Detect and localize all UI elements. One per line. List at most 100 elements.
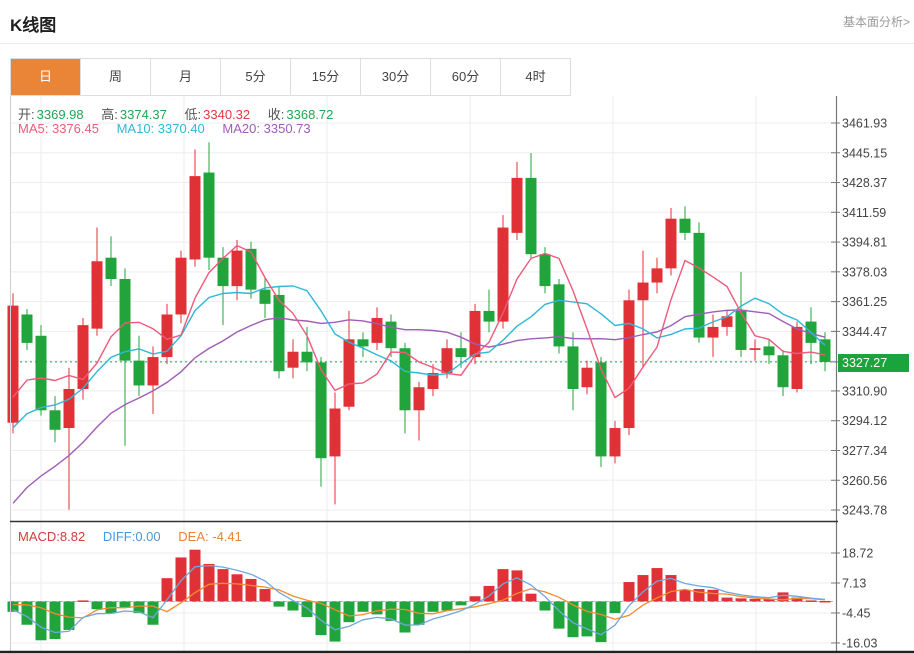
macd-bar [161,578,173,602]
tab-5min[interactable]: 5分 [221,59,291,95]
macd-value: 8.82 [59,529,86,544]
tab-4hour[interactable]: 4时 [501,59,570,95]
candle-body [147,357,159,386]
macd-bar [371,601,383,615]
macd-bar [749,598,761,602]
macd-bar [273,601,285,607]
candle-body [581,367,593,388]
candle-body [287,351,299,368]
y-axis-label: 3277.34 [842,444,887,458]
y-axis-label: 3260.56 [842,474,887,488]
candle-body [623,300,635,429]
candle-body [329,408,341,457]
macd-bar [623,582,635,602]
candle-body [175,257,187,315]
y-axis-label: 3361.25 [842,295,887,309]
macd-bar [77,600,89,602]
y-axis-label: 3428.37 [842,176,887,190]
candle-body [119,278,131,361]
ma20-label: MA20: [222,121,260,136]
candle-body [91,261,103,329]
macd-bar [91,601,103,610]
macd-bar [539,601,551,611]
macd-bar [609,601,621,614]
macd-bar [329,601,341,642]
macd-bar [651,568,663,602]
macd-bar [231,574,243,602]
candle-body [567,346,579,389]
macd-bar [469,596,481,602]
macd-bar [35,601,47,641]
tab-15min[interactable]: 15分 [291,59,361,95]
ma10-value: 3370.40 [157,121,205,136]
candle-body [203,172,215,258]
tab-month[interactable]: 月 [151,59,221,95]
tab-30min[interactable]: 30分 [361,59,431,95]
macd-bar [217,569,229,602]
ma-legend: MA5: 3376.45 MA10: 3370.40 MA20: 3350.73 [18,121,325,136]
tab-day[interactable]: 日 [11,59,81,95]
candle-body [679,218,691,233]
y-axis-label: 3394.81 [842,236,887,250]
interval-tabbar: 日 周 月 5分 15分 30分 60分 4时 [10,58,571,96]
candle-body [791,326,803,389]
candle-body [665,218,677,269]
candle-body [259,289,271,304]
candle-body [301,351,313,363]
candle-body [231,250,243,287]
candle-body [763,346,775,356]
candle-body [217,257,229,287]
candle-body [413,387,425,411]
candle-body [35,335,47,411]
candle-body [539,254,551,287]
candle-body [371,318,383,343]
high-label: 高: [101,107,118,122]
candle-body [63,388,75,429]
ma5-label: MA5: [18,121,49,136]
macd-bar [805,600,817,602]
page-title: K线图 [10,16,57,35]
macd-bar [301,601,313,617]
fundamental-analysis-link[interactable]: 基本面分析> [842,15,910,29]
macd-bar [175,557,187,602]
macd-bar [21,601,33,625]
ma20-line [12,309,826,504]
macd-bar [343,601,355,623]
candle-body [161,314,173,358]
candle-body [819,339,831,362]
y-axis-label: -4.45 [842,606,871,620]
macd-bar [567,601,579,638]
candle-body [77,325,89,389]
macd-bar [7,601,19,612]
candle-body [497,227,509,322]
y-axis-label: 3378.03 [842,265,887,279]
macd-bar [483,585,495,602]
candle-body [385,321,397,349]
high-value: 3374.37 [119,107,167,122]
divider [0,43,914,44]
tab-week[interactable]: 周 [81,59,151,95]
candle-body [595,362,607,457]
candle-body [693,232,705,338]
macd-bar [245,578,257,602]
tab-60min[interactable]: 60分 [431,59,501,95]
candle-body [721,316,733,327]
macd-bar [511,570,523,602]
low-label: 低: [184,107,202,122]
macd-bar [721,597,733,602]
y-axis-label: 3461.93 [842,117,887,131]
macd-bar [595,601,607,643]
candle-body [315,362,327,459]
macd-bar [791,597,803,602]
macd-bar [637,575,649,602]
macd-bar [315,601,327,636]
y-axis-label: 7.13 [842,577,866,591]
y-axis-label: 3310.90 [842,384,887,398]
y-axis-label: 3445.15 [842,146,887,160]
candle-body [735,310,747,350]
macd-bar [63,601,75,630]
macd-bar [679,589,691,602]
macd-bar [119,601,131,608]
candle-body [427,373,439,389]
candle-body [133,360,145,386]
